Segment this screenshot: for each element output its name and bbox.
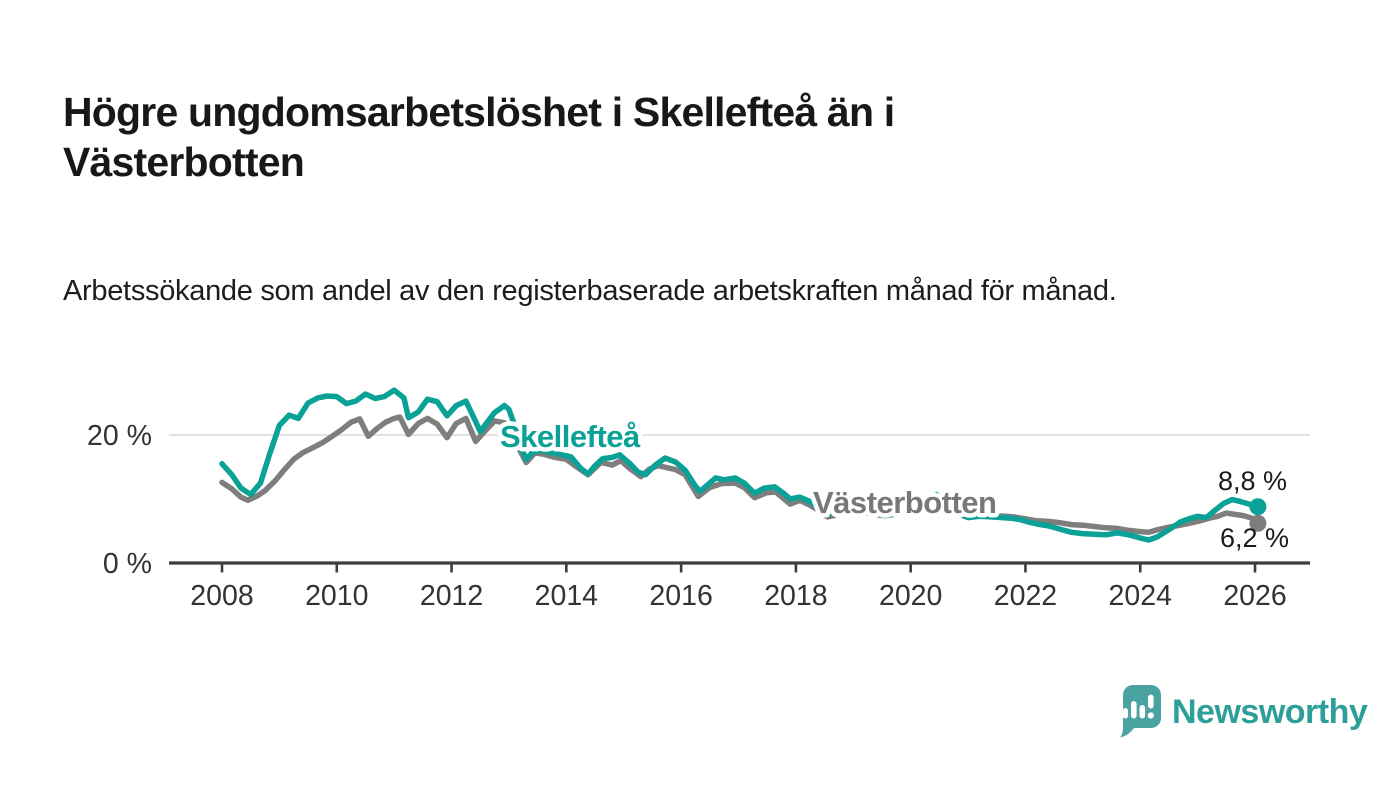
chart-subtitle: Arbetssökande som andel av den registerb… bbox=[63, 275, 1117, 307]
y-tick-label: 0 % bbox=[103, 548, 152, 580]
x-tick-label: 2018 bbox=[764, 580, 827, 612]
series-end-dots bbox=[1249, 498, 1267, 532]
page-title: Högre ungdomsarbetslöshet i Skellefteå ä… bbox=[63, 89, 895, 186]
vasterbotten-line bbox=[219, 414, 1261, 536]
newsworthy-logo-icon bbox=[1120, 684, 1161, 738]
x-tick-label: 2016 bbox=[649, 580, 712, 612]
newsworthy-logo-text: Newsworthy bbox=[1172, 692, 1368, 731]
x-tick-label: 2014 bbox=[535, 580, 599, 612]
x-tick-label: 2026 bbox=[1223, 580, 1286, 612]
vasterbotten-end-dot bbox=[1249, 514, 1267, 532]
skelleftea-end-dot bbox=[1249, 498, 1267, 516]
logo-bar-chart-glyph bbox=[1122, 694, 1154, 719]
skelleftea-series-label: Skellefteå bbox=[500, 419, 641, 454]
vasterbotten-series-label: Västerbotten bbox=[813, 485, 996, 520]
series-lines bbox=[219, 387, 1261, 543]
x-tick-label: 2012 bbox=[420, 580, 483, 612]
y-tick-label: 20 % bbox=[87, 420, 152, 452]
skelleftea-end-value-label: 8,8 % bbox=[1218, 466, 1287, 496]
x-tick-label: 2008 bbox=[190, 580, 253, 612]
x-tick-label: 2010 bbox=[305, 580, 368, 612]
x-tick-label: 2022 bbox=[994, 580, 1057, 612]
x-tick-label: 2020 bbox=[879, 580, 942, 612]
x-tick-label: 2024 bbox=[1109, 580, 1173, 612]
skelleftea-line bbox=[219, 387, 1261, 543]
x-axis: 2008 2010 2012 2014 2016 2018 2020 2022 2024 2026… bbox=[87, 420, 1310, 612]
newsworthy-branding: Newsworthy bbox=[1112, 684, 1368, 740]
vasterbotten-end-value-label: 6,2 % bbox=[1220, 523, 1289, 553]
